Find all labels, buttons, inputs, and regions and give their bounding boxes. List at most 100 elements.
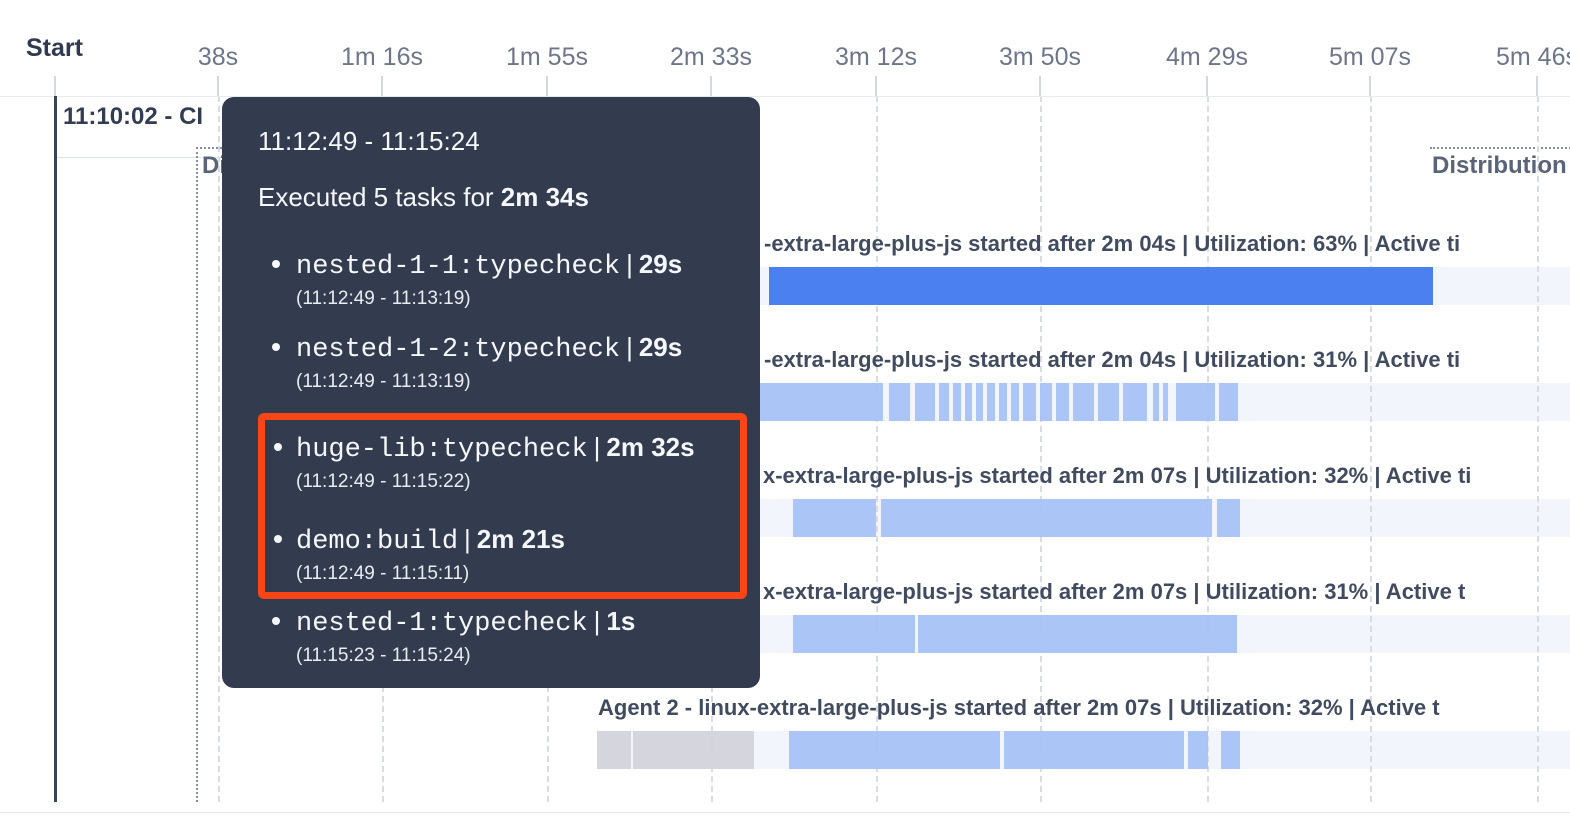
axis-tick-label: 3m 50s xyxy=(999,43,1081,71)
gridline xyxy=(1207,96,1209,802)
task-name-line: huge-lib:typecheck | 2m 32s xyxy=(296,430,740,467)
task-duration: 2m 32s xyxy=(606,432,695,462)
axis-tick-mark xyxy=(546,76,548,96)
axis-tick-mark xyxy=(1369,76,1371,96)
gridline xyxy=(1040,96,1042,802)
agent-bar-segment[interactable] xyxy=(1163,383,1168,421)
task-name: nested-1-1:typecheck xyxy=(296,252,621,282)
distribution-region-right xyxy=(1430,147,1570,149)
agent-bar-segment[interactable] xyxy=(1073,383,1094,421)
agent-bar-segment[interactable] xyxy=(789,731,1000,769)
agent-row-label: -extra-large-plus-js started after 2m 04… xyxy=(764,231,1461,256)
task-separator: | xyxy=(464,524,471,554)
agent-bar-segment[interactable] xyxy=(953,383,961,421)
agent-bar-segment[interactable] xyxy=(965,383,972,421)
task-duration: 29s xyxy=(638,332,683,362)
axis-start-label: Start xyxy=(26,34,83,62)
axis-tick-label: 2m 33s xyxy=(670,43,752,71)
task-name-line: nested-1-2:typecheck | 29s xyxy=(296,330,724,367)
agent-bar-segment[interactable] xyxy=(1040,383,1052,421)
axis-tick-mark xyxy=(710,76,712,96)
axis-tick-label: 38s xyxy=(197,43,239,71)
gridline xyxy=(1370,96,1372,802)
bullet-icon xyxy=(274,535,282,543)
axis-tick-label: 5m 07s xyxy=(1329,43,1411,71)
agent-bar-segment[interactable] xyxy=(1023,383,1036,421)
agent-bar-segment[interactable] xyxy=(1004,731,1184,769)
agent-row-label: Agent 2 - linux-extra-large-plus-js star… xyxy=(598,695,1440,720)
tooltip-summary-prefix: Executed 5 tasks for xyxy=(258,182,494,212)
axis-tick-label: 3m 12s xyxy=(835,43,917,71)
axis-tick-mark xyxy=(1536,76,1538,96)
agent-bar-segment[interactable] xyxy=(1219,383,1238,421)
task-item: nested-1-2:typecheck | 29s (11:12:49 - 11:1… xyxy=(258,330,724,395)
axis-tick-mark xyxy=(1039,76,1041,96)
gridline xyxy=(876,96,878,802)
axis-tick-mark xyxy=(217,76,219,96)
tooltip-time-range: 11:12:49 - 11:15:24 xyxy=(258,126,480,156)
task-item: huge-lib:typecheck | 2m 32s (11:12:49 - 11:… xyxy=(265,430,740,495)
task-separator: | xyxy=(626,249,633,279)
axis-tick-label: 1m 16s xyxy=(341,43,423,71)
agent-bar-segment[interactable] xyxy=(793,615,915,653)
build-row-label: 11:10:02 - CI xyxy=(63,103,204,130)
agent-bar-segment[interactable] xyxy=(987,383,995,421)
agent-bar-segment[interactable] xyxy=(1056,383,1069,421)
agent-bar-segment[interactable] xyxy=(1221,731,1240,769)
distribution-label-right: Distribution xyxy=(1432,152,1567,179)
axis-tick-mark xyxy=(54,76,56,96)
agent-bar-segment[interactable] xyxy=(889,383,910,421)
task-name: huge-lib:typecheck xyxy=(296,435,588,465)
task-item: nested-1-1:typecheck | 29s (11:12:49 - 11:1… xyxy=(258,247,724,312)
agent-segment-tooltip: 11:12:49 - 11:15:24 Executed 5 tasks for… xyxy=(222,97,760,688)
agent-bar-segment[interactable] xyxy=(1188,731,1208,769)
axis-tick-label: 5m 46s xyxy=(1496,43,1570,71)
bullet-icon xyxy=(272,260,280,268)
axis-tick-mark xyxy=(875,76,877,96)
agent-bar-segment[interactable] xyxy=(999,383,1007,421)
agent-bar-segment[interactable] xyxy=(976,383,983,421)
agent-row-label: -extra-large-plus-js started after 2m 04… xyxy=(764,347,1461,372)
task-time-range: (11:12:49 - 11:13:19) xyxy=(296,288,471,309)
bullet-icon xyxy=(272,343,280,351)
axis-tick-mark xyxy=(1206,76,1208,96)
bullet-icon xyxy=(274,443,282,451)
agent-bar-segment[interactable] xyxy=(1217,499,1240,537)
agent-row-label: x-extra-large-plus-js started after 2m 0… xyxy=(763,579,1466,604)
task-duration: 1s xyxy=(606,606,636,636)
start-marker-line xyxy=(54,96,57,802)
task-separator: | xyxy=(593,606,601,636)
task-duration: 29s xyxy=(638,249,683,279)
agent-bar-segment[interactable] xyxy=(1153,383,1159,421)
axis-tick-label: 4m 29s xyxy=(1166,43,1248,71)
agent-bar-segment[interactable] xyxy=(1123,383,1147,421)
task-time-range: (11:12:49 - 11:15:11) xyxy=(296,563,470,584)
tooltip-summary: Executed 5 tasks for 2m 34s xyxy=(258,180,724,214)
chart-bottom-line xyxy=(0,812,1570,813)
task-name-line: demo:build | 2m 21s xyxy=(296,522,740,559)
task-time-range: (11:15:23 - 11:15:24) xyxy=(296,645,471,666)
task-item: demo:build | 2m 21s (11:12:49 - 11:15:11) xyxy=(265,522,740,587)
task-time-range: (11:12:49 - 11:13:19) xyxy=(296,371,471,392)
gridline xyxy=(218,96,220,802)
agent-bar-segment[interactable] xyxy=(915,383,935,421)
task-name: nested-1-2:typecheck xyxy=(296,335,621,365)
axis-tick-mark xyxy=(381,76,383,96)
task-separator: | xyxy=(593,432,601,462)
agent-bar-segment[interactable] xyxy=(918,615,1237,653)
bullet-icon xyxy=(272,617,280,625)
task-duration: 2m 21s xyxy=(476,524,565,554)
agent-bar-segment[interactable] xyxy=(939,383,949,421)
agent-bar-segment[interactable] xyxy=(1176,383,1215,421)
agent-bar-segment[interactable] xyxy=(881,499,1212,537)
agent-bar-segment[interactable] xyxy=(633,731,754,769)
tooltip-summary-duration: 2m 34s xyxy=(500,182,589,212)
task-name: nested-1:typecheck xyxy=(296,609,588,639)
agent-bar-segment[interactable] xyxy=(597,731,631,769)
agent-bar-segment[interactable] xyxy=(769,267,1433,305)
agent-bar-segment[interactable] xyxy=(793,499,876,537)
agent-bar-segment[interactable] xyxy=(1098,383,1119,421)
agent-bar-segment[interactable] xyxy=(1011,383,1019,421)
task-separator: | xyxy=(626,332,633,362)
